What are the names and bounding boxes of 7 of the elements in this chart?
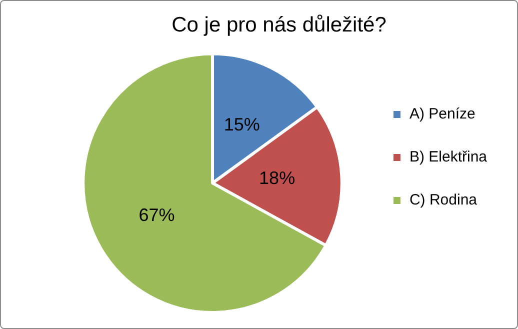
data-label: 15% — [224, 114, 260, 134]
chart-title: Co je pro nás důležité? — [172, 13, 386, 36]
legend-label: A) Peníze — [409, 106, 476, 123]
data-label: 18% — [259, 168, 296, 188]
legend-label: C) Rodina — [409, 192, 478, 209]
data-label: 67% — [138, 205, 175, 226]
legend-label: B) Elektřina — [409, 148, 488, 166]
